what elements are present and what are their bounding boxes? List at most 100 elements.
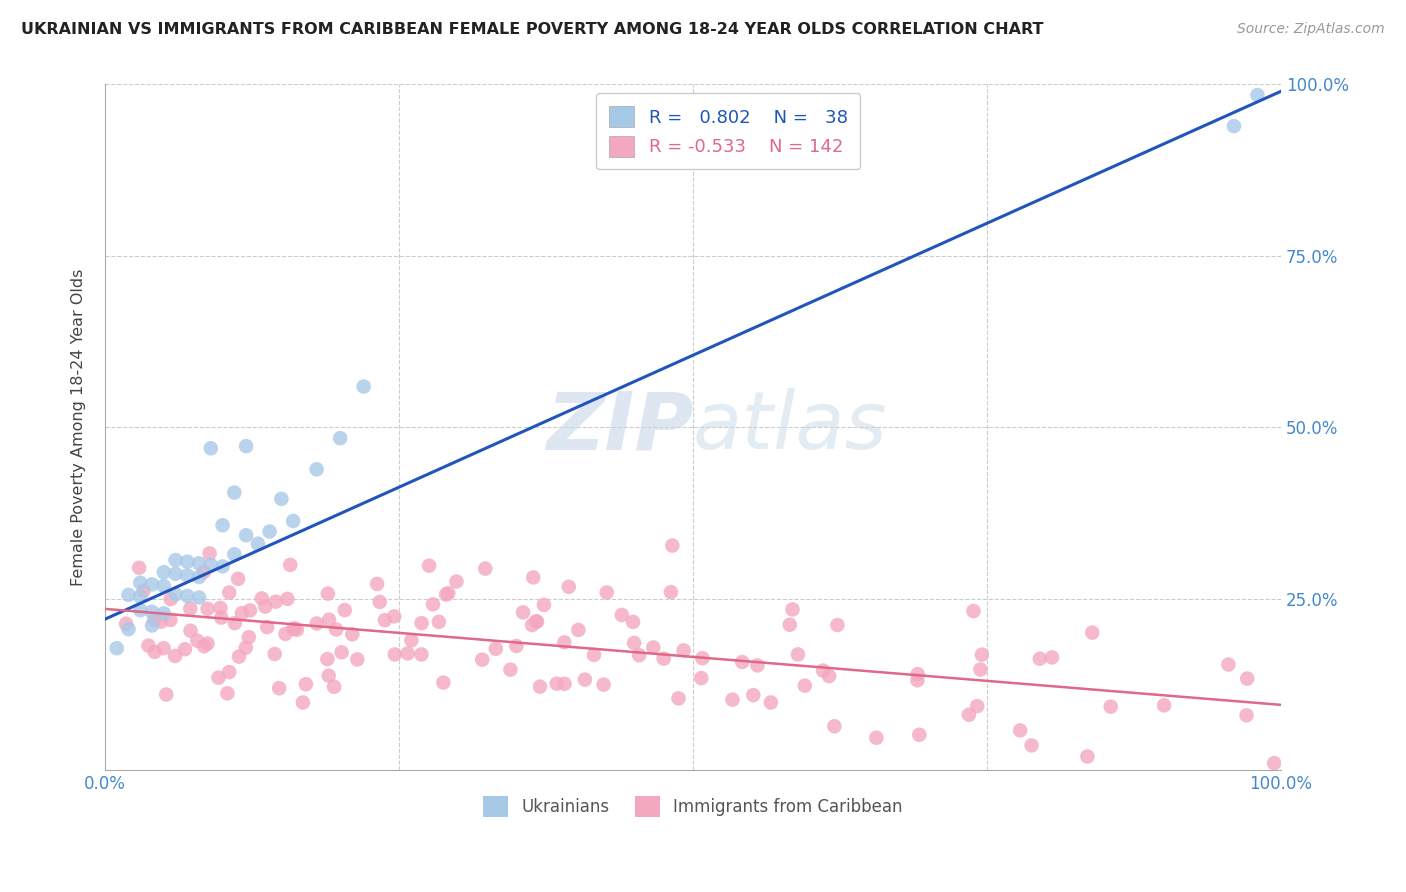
Point [1218,657,1240,672]
Point [471,653,494,667]
Point [382,609,405,624]
Point [155,688,177,702]
Point [256,620,278,634]
Legend: Ukrainians, Immigrants from Caribbean: Ukrainians, Immigrants from Caribbean [477,789,910,823]
Point [485,641,508,656]
Point [174,642,197,657]
Point [143,645,166,659]
Point [200,558,222,572]
Point [197,636,219,650]
Point [434,588,457,602]
Text: UKRAINIAN VS IMMIGRANTS FROM CARIBBEAN FEMALE POVERTY AMONG 18-24 YEAR OLDS CORR: UKRAINIAN VS IMMIGRANTS FROM CARIBBEAN F… [21,22,1043,37]
Point [668,691,690,706]
Point [231,606,253,620]
Point [524,614,547,628]
Point [610,607,633,622]
Point [132,584,155,599]
Point [235,528,257,542]
Point [152,607,174,621]
Point [865,731,887,745]
Point [1029,651,1052,665]
Point [1099,699,1122,714]
Point [1081,625,1104,640]
Point [224,485,246,500]
Point [188,591,211,605]
Point [209,601,232,615]
Point [276,591,298,606]
Point [759,696,782,710]
Point [200,442,222,456]
Point [281,514,304,528]
Point [176,568,198,582]
Point [1153,698,1175,713]
Point [342,627,364,641]
Point [437,586,460,600]
Point [505,639,527,653]
Point [422,598,444,612]
Point [401,633,423,648]
Point [141,618,163,632]
Point [652,651,675,665]
Point [582,648,605,662]
Point [474,561,496,575]
Point [316,586,339,600]
Point [782,602,804,616]
Point [418,558,440,573]
Point [1076,749,1098,764]
Point [396,646,419,660]
Point [207,671,229,685]
Point [209,610,232,624]
Point [188,570,211,584]
Point [117,588,139,602]
Point [129,603,152,617]
Point [254,599,277,614]
Point [285,623,308,637]
Point [305,616,328,631]
Point [318,668,340,682]
Point [1246,87,1268,102]
Point [1021,739,1043,753]
Point [176,555,198,569]
Point [427,615,450,629]
Point [1263,756,1285,771]
Point [533,598,555,612]
Point [264,595,287,609]
Point [152,565,174,579]
Point [567,623,589,637]
Point [690,671,713,685]
Point [211,559,233,574]
Point [818,669,841,683]
Point [295,677,318,691]
Point [333,603,356,617]
Point [246,537,269,551]
Point [512,606,534,620]
Point [129,590,152,604]
Point [143,613,166,627]
Point [366,577,388,591]
Point [224,616,246,631]
Point [163,648,186,663]
Point [186,633,208,648]
Point [374,613,396,627]
Point [529,680,551,694]
Point [283,622,305,636]
Point [269,681,291,696]
Point [907,673,929,688]
Point [235,640,257,655]
Point [176,589,198,603]
Point [621,615,644,629]
Point [957,707,980,722]
Point [211,518,233,533]
Point [197,602,219,616]
Point [411,616,433,631]
Point [188,556,211,570]
Point [259,524,281,539]
Point [1236,672,1258,686]
Point [138,639,160,653]
Point [305,462,328,476]
Point [193,639,215,653]
Point [411,648,433,662]
Point [159,592,181,607]
Y-axis label: Female Poverty Among 18-24 Year Olds: Female Poverty Among 18-24 Year Olds [72,268,86,586]
Point [165,553,187,567]
